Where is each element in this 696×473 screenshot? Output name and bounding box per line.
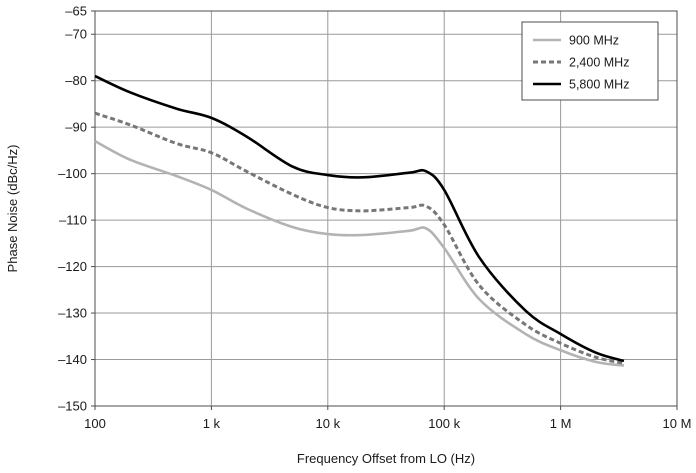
y-tick-label: –120 <box>58 259 87 274</box>
x-tick-label: 1 M <box>550 416 572 431</box>
legend-label-0: 900 MHz <box>569 34 619 48</box>
axis-ticks: 100 1 k 10 k 100 k 1 M 10 M –150 –140 –130 –120 –1… <box>58 4 691 432</box>
series-lines <box>94 74 625 367</box>
grid <box>95 11 677 406</box>
y-tick-label: –130 <box>58 306 87 321</box>
series-line-2 <box>94 74 625 363</box>
x-axis-label: Frequency Offset from LO (Hz) <box>297 451 475 466</box>
y-tick-label: –65 <box>65 4 87 19</box>
y-tick-label: –80 <box>65 73 87 88</box>
legend-label-1: 2,400 MHz <box>569 56 629 70</box>
y-tick-label: –90 <box>65 120 87 135</box>
series-line-1 <box>94 111 625 365</box>
y-tick-label: –140 <box>58 352 87 367</box>
x-tick-label: 100 <box>84 416 106 431</box>
y-tick-label: –150 <box>58 399 87 414</box>
series-line-0 <box>94 139 625 367</box>
y-tick-label: –110 <box>59 213 87 228</box>
plot-frame <box>94 10 678 407</box>
x-tick-label: 10 k <box>316 416 341 431</box>
y-tick-label: –70 <box>65 27 87 42</box>
x-tick-label: 100 k <box>428 416 460 431</box>
x-tick-label: 1 k <box>203 416 221 431</box>
y-axis-label: Phase Noise (dBc/Hz) <box>5 145 20 273</box>
x-tick-label: 10 M <box>663 416 692 431</box>
y-tick-label: –100 <box>58 166 87 181</box>
legend-label-2: 5,800 MHz <box>569 78 629 92</box>
legend: 900 MHz 2,400 MHz 5,800 MHz <box>521 21 659 101</box>
